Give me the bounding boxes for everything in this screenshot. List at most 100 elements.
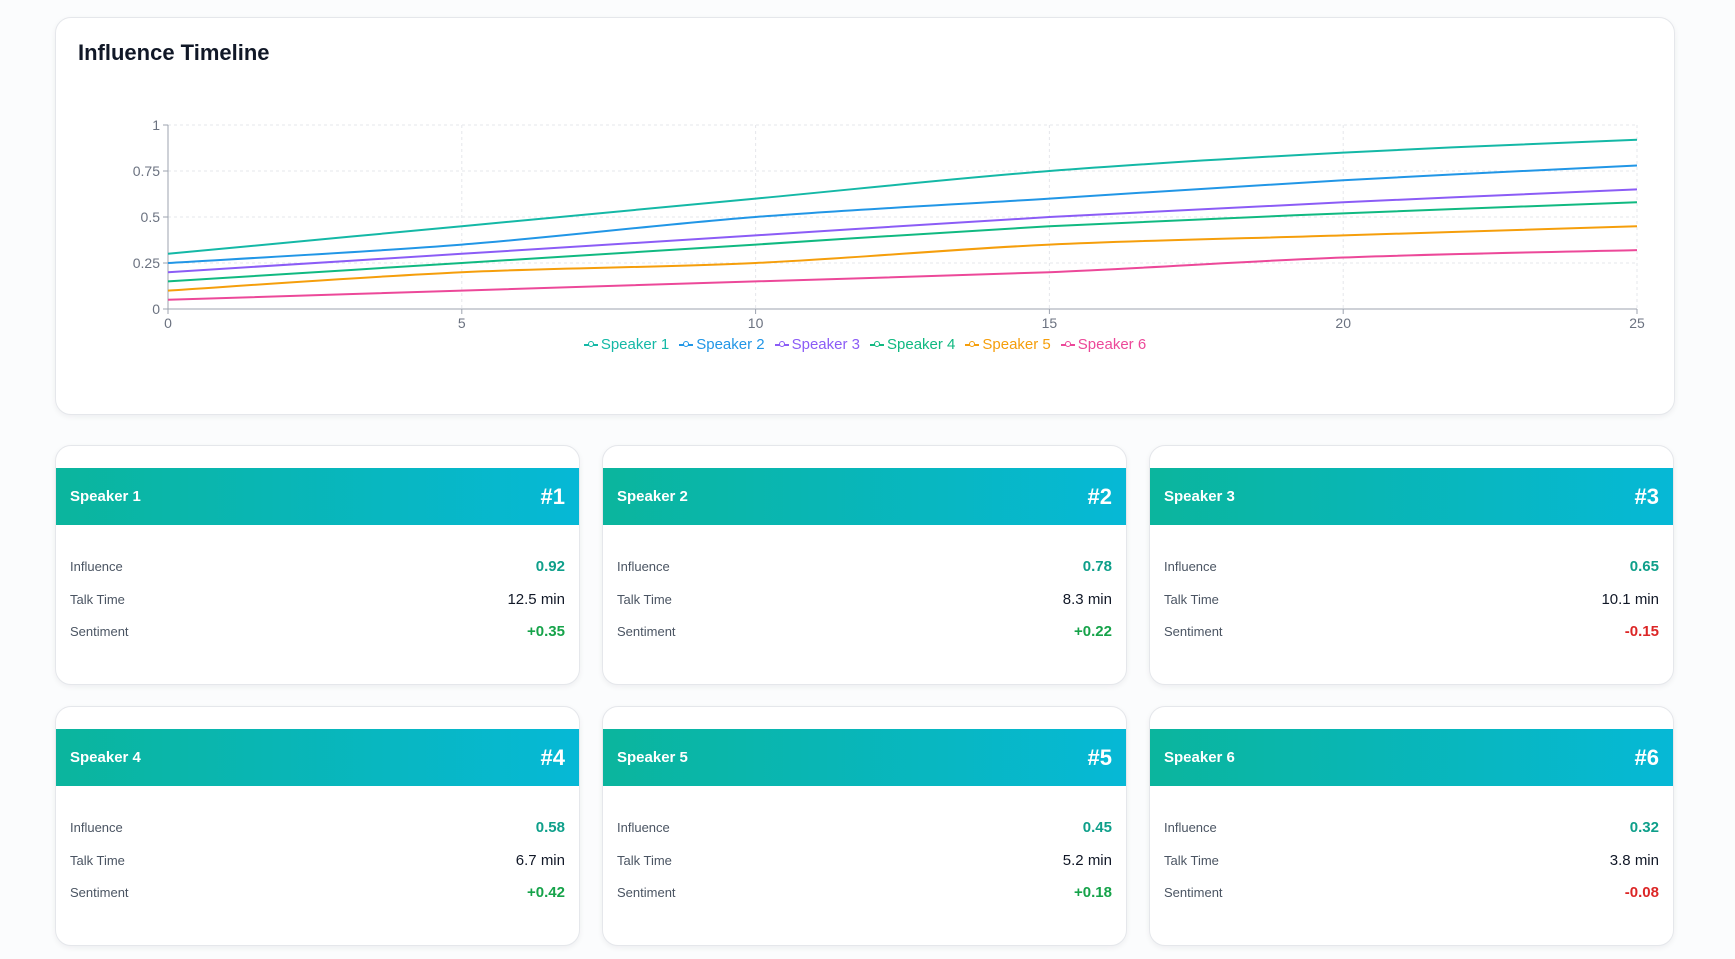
influence-value: 0.65 — [1629, 557, 1659, 575]
sentiment-row: Sentiment +0.42 — [70, 880, 565, 904]
speaker-card-header: Speaker 2 #2 — [603, 468, 1126, 525]
sentiment-label: Sentiment — [1164, 884, 1223, 900]
y-tick-label: 0.75 — [133, 163, 160, 179]
speaker-name: Speaker 3 — [1164, 488, 1235, 505]
legend-item-speaker-3[interactable]: Speaker 3 — [774, 336, 860, 353]
series-line-speaker-2 — [167, 164, 1638, 264]
talk-time-row: Talk Time 3.8 min — [1164, 848, 1659, 872]
legend-line-icon — [679, 340, 694, 350]
influence-row: Influence 0.58 — [70, 815, 565, 839]
speaker-card: Speaker 1 #1 Influence 0.92 Talk Time 12… — [55, 445, 580, 685]
legend-item-speaker-4[interactable]: Speaker 4 — [870, 336, 955, 353]
legend-label: Speaker 1 — [600, 336, 670, 353]
speaker-rank: #6 — [1634, 744, 1659, 770]
speaker-card-header: Speaker 1 #1 — [56, 468, 579, 525]
talk-time-row: Talk Time 6.7 min — [70, 848, 565, 872]
talk-time-value: 6.7 min — [515, 851, 565, 869]
influence-row: Influence 0.65 — [1164, 554, 1659, 578]
speaker-card: Speaker 4 #4 Influence 0.58 Talk Time 6.… — [55, 706, 580, 946]
chart-grid — [168, 124, 1638, 309]
legend-line-icon — [870, 340, 884, 350]
y-tick-label: 0.5 — [141, 209, 161, 225]
talk-time-label: Talk Time — [1164, 852, 1219, 868]
legend-item-speaker-2[interactable]: Speaker 2 — [679, 336, 765, 353]
sentiment-label: Sentiment — [1164, 623, 1223, 639]
influence-row: Influence 0.78 — [617, 554, 1112, 578]
legend-line-icon — [965, 340, 980, 350]
influence-value: 0.78 — [1082, 557, 1112, 575]
talk-time-value: 5.2 min — [1062, 851, 1112, 869]
influence-row: Influence 0.92 — [70, 554, 565, 578]
influence-label: Influence — [70, 819, 123, 835]
x-tick-label: 15 — [1042, 315, 1058, 331]
influence-label: Influence — [70, 558, 123, 574]
talk-time-value: 10.1 min — [1601, 590, 1659, 608]
x-tick-label: 0 — [164, 315, 172, 331]
talk-time-value: 8.3 min — [1062, 590, 1112, 608]
sentiment-label: Sentiment — [70, 884, 129, 900]
influence-row: Influence 0.32 — [1164, 815, 1659, 839]
speaker-name: Speaker 6 — [1164, 749, 1235, 766]
sentiment-row: Sentiment -0.08 — [1164, 880, 1659, 904]
talk-time-label: Talk Time — [70, 591, 125, 607]
x-tick-label: 5 — [458, 315, 466, 331]
series-line-speaker-6 — [167, 249, 1638, 301]
talk-time-row: Talk Time 12.5 min — [70, 587, 565, 611]
speaker-rank: #5 — [1087, 744, 1112, 770]
chart-legend: Speaker 1 Speaker 2 Speaker 3 Speaker 4 Spea… — [56, 336, 1674, 353]
series-line-speaker-5 — [167, 225, 1638, 292]
chart-series — [167, 138, 1638, 301]
speaker-card: Speaker 5 #5 Influence 0.45 Talk Time 5.… — [602, 706, 1127, 946]
sentiment-value: -0.15 — [1624, 622, 1659, 640]
x-tick-label: 25 — [1629, 315, 1645, 331]
speaker-rank: #1 — [540, 483, 565, 509]
speaker-rank: #3 — [1634, 483, 1659, 509]
legend-item-speaker-1[interactable]: Speaker 1 — [583, 336, 670, 353]
sentiment-value: +0.18 — [1074, 883, 1112, 901]
influence-value: 0.58 — [535, 818, 565, 836]
talk-time-label: Talk Time — [1164, 591, 1219, 607]
chart-title: Influence Timeline — [78, 40, 270, 65]
influence-label: Influence — [617, 558, 670, 574]
series-line-speaker-1 — [167, 138, 1638, 255]
series-line-speaker-3 — [167, 188, 1638, 274]
speaker-name: Speaker 1 — [70, 488, 141, 505]
speaker-name: Speaker 5 — [617, 749, 688, 766]
sentiment-value: +0.35 — [527, 622, 565, 640]
legend-label: Speaker 5 — [982, 336, 1051, 353]
influence-row: Influence 0.45 — [617, 815, 1112, 839]
influence-label: Influence — [1164, 819, 1217, 835]
series-line-speaker-4 — [167, 201, 1638, 283]
speaker-rank: #4 — [540, 744, 565, 770]
legend-line-icon — [1060, 340, 1075, 350]
influence-timeline-card: Influence Timeline 0 0.25 0.5 0.75 1 0 5 10 15 20… — [55, 17, 1675, 415]
sentiment-value: -0.08 — [1624, 883, 1659, 901]
sentiment-row: Sentiment +0.35 — [70, 619, 565, 643]
legend-label: Speaker 2 — [696, 336, 765, 353]
speaker-card: Speaker 2 #2 Influence 0.78 Talk Time 8.… — [602, 445, 1127, 685]
legend-label: Speaker 3 — [791, 336, 860, 353]
legend-item-speaker-6[interactable]: Speaker 6 — [1060, 336, 1147, 353]
legend-line-icon — [583, 340, 598, 350]
talk-time-row: Talk Time 8.3 min — [617, 587, 1112, 611]
sentiment-row: Sentiment +0.22 — [617, 619, 1112, 643]
talk-time-value: 3.8 min — [1609, 851, 1659, 869]
speaker-card-header: Speaker 6 #6 — [1150, 729, 1673, 786]
y-tick-label: 1 — [152, 117, 160, 133]
legend-line-icon — [774, 340, 789, 350]
talk-time-row: Talk Time 10.1 min — [1164, 587, 1659, 611]
influence-value: 0.45 — [1082, 818, 1112, 836]
legend-label: Speaker 6 — [1077, 336, 1147, 353]
influence-value: 0.92 — [535, 557, 565, 575]
talk-time-label: Talk Time — [617, 852, 672, 868]
speaker-card-header: Speaker 4 #4 — [56, 729, 579, 786]
talk-time-label: Talk Time — [617, 591, 672, 607]
sentiment-label: Sentiment — [617, 884, 676, 900]
legend-item-speaker-5[interactable]: Speaker 5 — [965, 336, 1051, 353]
speaker-rank: #2 — [1087, 483, 1112, 509]
sentiment-value: +0.22 — [1074, 622, 1112, 640]
sentiment-label: Sentiment — [617, 623, 676, 639]
speaker-card: Speaker 6 #6 Influence 0.32 Talk Time 3.… — [1149, 706, 1674, 946]
